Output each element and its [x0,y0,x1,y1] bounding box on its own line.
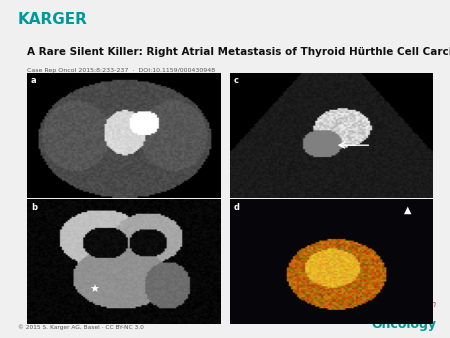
Text: Oncology: Oncology [372,318,436,331]
Text: d: d [234,203,239,212]
Text: A Rare Silent Killer: Right Atrial Metastasis of Thyroid Hürthle Cell Carcinoma: A Rare Silent Killer: Right Atrial Metas… [27,47,450,57]
Text: KARGER: KARGER [18,12,88,27]
Text: a: a [31,76,36,86]
Text: © 2015 S. Karger AG, Basel · CC BY-NC 3.0: © 2015 S. Karger AG, Basel · CC BY-NC 3.… [18,324,144,330]
Text: b: b [31,203,37,212]
Text: Case Rep Oncol 2015;8:233-237  ·  DOI:10.1159/000430948: Case Rep Oncol 2015;8:233-237 · DOI:10.1… [27,68,215,73]
Text: Case Reports in: Case Reports in [376,300,436,309]
Text: ▲: ▲ [404,204,411,214]
Text: ★: ★ [90,285,100,294]
Text: c: c [234,76,239,86]
